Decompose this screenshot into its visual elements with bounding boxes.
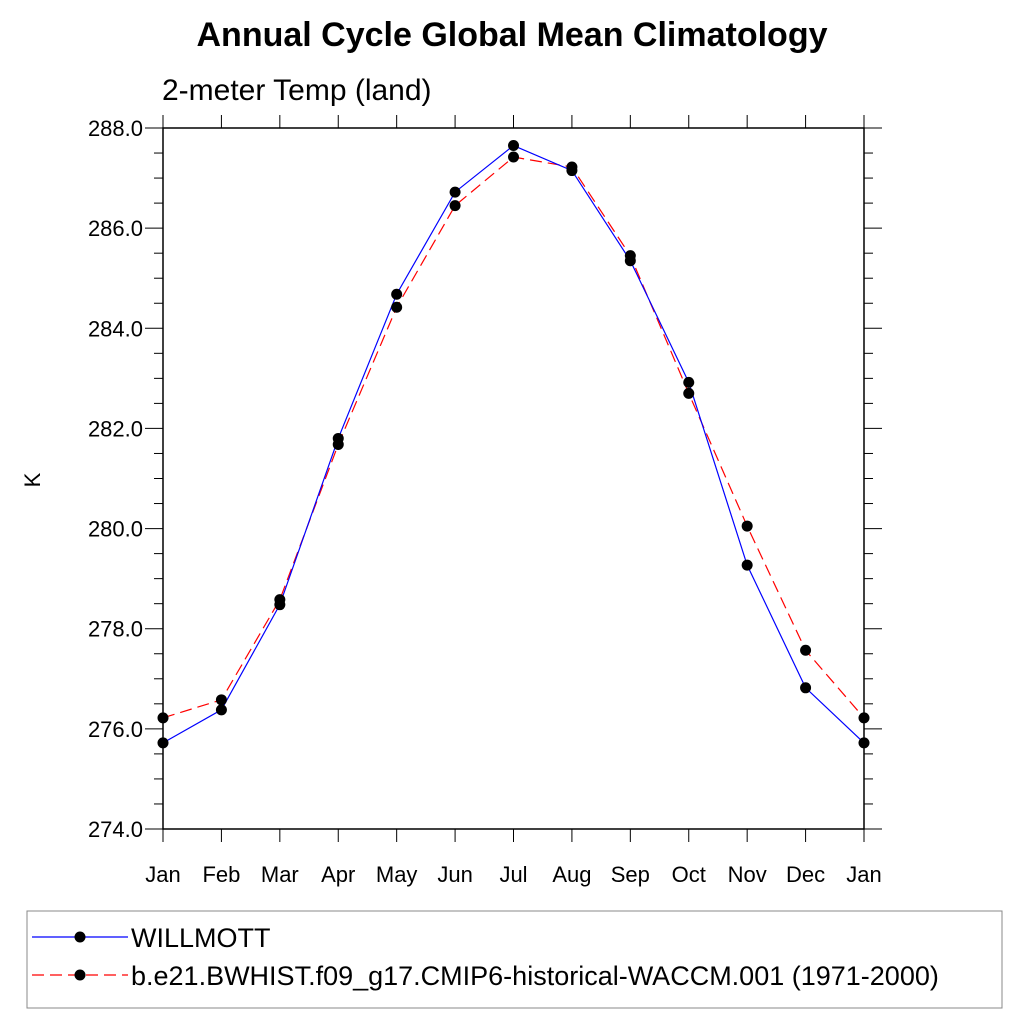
series-line-waccm (162, 156, 865, 719)
y-tick-label: 274.0 (88, 817, 143, 842)
legend-label-willmott: WILLMOTT (131, 923, 271, 953)
legend-label-waccm: b.e21.BWHIST.f09_g17.CMIP6-historical-WA… (131, 961, 939, 991)
x-tick-label: Jun (437, 862, 472, 887)
willmott-point (858, 737, 870, 749)
x-tick-label: Nov (728, 862, 767, 887)
waccm-point (449, 200, 461, 212)
major-ticks (145, 115, 882, 842)
y-tick-label: 288.0 (88, 116, 143, 141)
x-tick-label: May (376, 862, 418, 887)
x-tick-label: Dec (786, 862, 825, 887)
x-tick-label: Feb (202, 862, 240, 887)
legend-marker-waccm (74, 969, 86, 981)
willmott-point (157, 737, 169, 749)
waccm-point (566, 161, 578, 173)
y-tick-label: 284.0 (88, 316, 143, 341)
minor-ticks (154, 152, 873, 805)
waccm-point (741, 520, 753, 532)
willmott-point (800, 682, 812, 694)
waccm-point (274, 594, 286, 606)
waccm-point (800, 644, 812, 656)
x-tick-label: Mar (261, 862, 299, 887)
chart-subtitle: 2-meter Temp (land) (162, 74, 432, 107)
x-tick-label: Sep (611, 862, 650, 887)
y-tick-label: 282.0 (88, 416, 143, 441)
x-tick-label: Aug (552, 862, 591, 887)
waccm-point (391, 301, 403, 313)
legend: WILLMOTT b.e21.BWHIST.f09_g17.CMIP6-histo… (26, 910, 1003, 1009)
willmott-point (741, 559, 753, 571)
y-tick-label: 276.0 (88, 717, 143, 742)
y-tick-label: 286.0 (88, 216, 143, 241)
x-tick-label: Jan (145, 862, 180, 887)
x-tick-label: Apr (321, 862, 355, 887)
willmott-point (215, 704, 227, 716)
x-tick-label: Oct (672, 862, 706, 887)
series-markers (157, 140, 870, 749)
x-tick-label: Jul (499, 862, 527, 887)
chart-title: Annual Cycle Global Mean Climatology (197, 16, 828, 54)
willmott-point (508, 140, 519, 152)
waccm-point (858, 712, 870, 724)
plot-border (162, 127, 865, 830)
waccm-point (157, 712, 169, 724)
series-lines (162, 144, 865, 744)
waccm-point (332, 438, 344, 450)
y-axis-label: K (20, 472, 45, 487)
plot-frame (162, 127, 865, 830)
willmott-point (449, 186, 461, 198)
y-tick-labels: 274.0 276.0 278.0 280.0 282.0 284.0 286.0 288.0 (88, 116, 143, 842)
willmott-point (683, 376, 695, 388)
y-tick-label: 280.0 (88, 517, 143, 542)
legend-box (26, 910, 1003, 1009)
waccm-point (624, 250, 636, 262)
x-tick-label: Jan (846, 862, 881, 887)
legend-marker-willmott (74, 931, 86, 943)
willmott-point (391, 288, 403, 300)
waccm-point (683, 387, 695, 399)
series-line-willmott (162, 144, 865, 744)
waccm-point (508, 151, 519, 163)
y-tick-label: 278.0 (88, 617, 143, 642)
waccm-point (215, 694, 227, 706)
x-tick-labels: Jan Feb Mar Apr May Jun Jul Aug Sep Oct Nov Dec Jan (145, 862, 881, 887)
